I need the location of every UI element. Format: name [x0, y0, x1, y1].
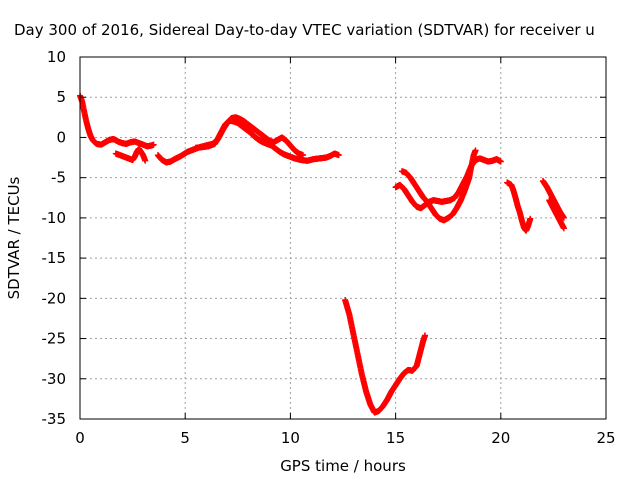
data-point: [422, 332, 429, 339]
data-marks: [77, 92, 567, 416]
y-tick-label: -25: [42, 330, 67, 348]
data-point: [335, 152, 342, 159]
plot-frame: [79, 56, 607, 420]
data-point: [300, 152, 307, 159]
y-tick-label: 5: [56, 88, 66, 106]
x-tick-label: 0: [75, 429, 85, 447]
x-tick-label: 15: [386, 429, 405, 447]
x-tick-label: 5: [180, 429, 190, 447]
tick-labels: 0 5 10 15 20 25 10 5 0 -5 -10 -15 -20 -25 -30 -35: [42, 48, 616, 447]
data-point: [472, 147, 479, 154]
y-tick-label: 10: [47, 48, 66, 66]
y-axis-label: SDTVAR / TECUs: [5, 176, 23, 299]
y-tick-label: -30: [42, 370, 67, 388]
grid-lines: [80, 57, 606, 419]
y-tick-label: -35: [42, 410, 67, 428]
x-tick-label: 10: [281, 429, 300, 447]
data-point: [527, 215, 534, 222]
data-point: [560, 225, 567, 232]
y-tick-label: -20: [42, 289, 67, 307]
y-tick-label: -5: [51, 169, 66, 187]
axis-ticks: [79, 56, 607, 420]
data-point: [497, 158, 504, 165]
x-tick-label: 20: [491, 429, 510, 447]
data-point: [150, 141, 157, 148]
x-axis-label: GPS time / hours: [280, 457, 406, 475]
y-tick-label: -10: [42, 209, 67, 227]
chart-title: Day 300 of 2016, Sidereal Day-to-day VTE…: [14, 21, 595, 39]
x-tick-label: 25: [596, 429, 615, 447]
data-point: [142, 157, 149, 164]
data-point: [560, 214, 567, 221]
y-tick-label: -15: [42, 249, 67, 267]
y-tick-label: 0: [56, 128, 66, 146]
